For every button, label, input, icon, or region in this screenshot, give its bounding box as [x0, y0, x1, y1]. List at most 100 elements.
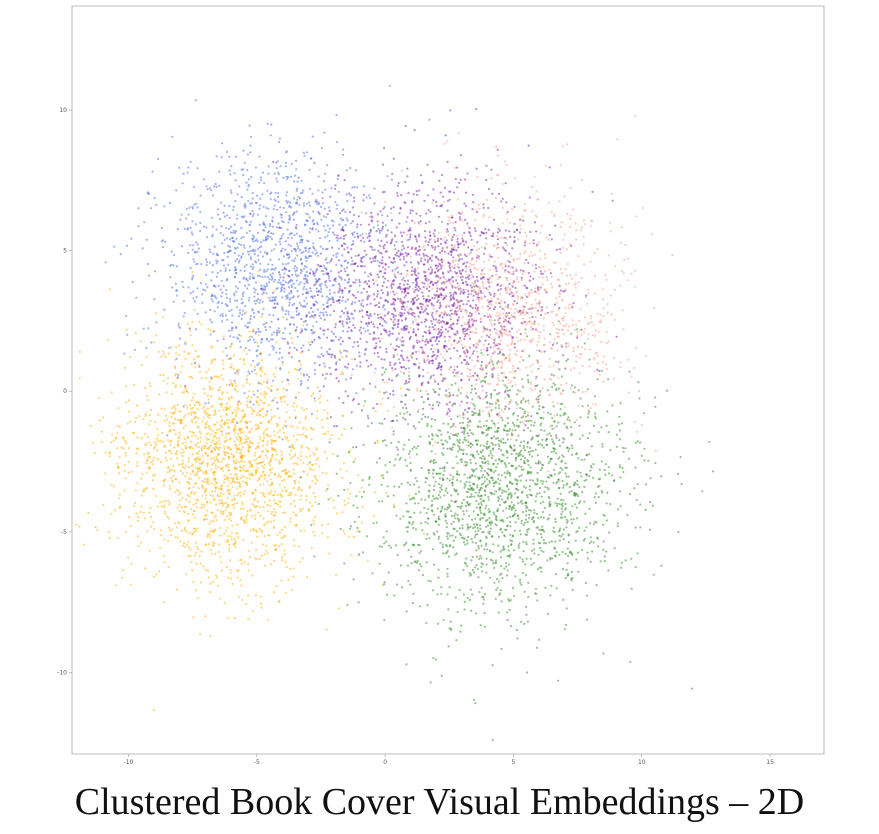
scatter-point — [394, 268, 397, 271]
scatter-point — [456, 415, 459, 418]
scatter-point — [440, 674, 443, 677]
scatter-point — [206, 236, 209, 239]
scatter-point — [357, 474, 360, 477]
scatter-point — [547, 476, 550, 479]
scatter-point — [249, 314, 252, 318]
scatter-point — [399, 251, 402, 254]
scatter-point — [563, 508, 567, 511]
scatter-point — [377, 228, 380, 231]
scatter-point — [462, 541, 465, 544]
scatter-point — [278, 137, 281, 140]
scatter-point — [166, 434, 169, 437]
scatter-point — [432, 513, 435, 516]
scatter-point — [240, 298, 243, 301]
scatter-point — [159, 501, 162, 504]
scatter-point — [107, 531, 110, 534]
scatter-point — [551, 385, 554, 389]
scatter-point — [258, 558, 261, 561]
scatter-point — [237, 447, 240, 450]
scatter-point — [262, 506, 265, 509]
scatter-point — [280, 397, 283, 400]
scatter-point — [451, 446, 454, 449]
scatter-point — [281, 438, 284, 441]
scatter-point — [247, 326, 250, 329]
scatter-point — [341, 373, 344, 376]
scatter-point — [485, 447, 488, 450]
scatter-point — [172, 300, 175, 303]
scatter-point — [194, 589, 198, 592]
scatter-point — [303, 529, 306, 532]
scatter-point — [320, 269, 323, 272]
scatter-point — [386, 470, 389, 474]
scatter-point — [89, 424, 92, 427]
scatter-point — [242, 291, 245, 294]
scatter-point — [409, 450, 412, 453]
scatter-point — [237, 569, 240, 572]
scatter-point — [595, 521, 598, 524]
scatter-point — [208, 438, 211, 441]
scatter-point — [364, 400, 367, 403]
scatter-point — [556, 413, 559, 416]
scatter-point — [298, 481, 301, 484]
scatter-point — [467, 504, 470, 507]
scatter-point — [181, 448, 184, 451]
scatter-point — [259, 197, 262, 200]
scatter-point — [235, 410, 239, 413]
scatter-point — [565, 359, 568, 362]
scatter-point — [499, 550, 502, 553]
scatter-point — [470, 493, 473, 496]
scatter-point — [334, 335, 337, 338]
scatter-point — [576, 483, 579, 486]
scatter-point — [414, 477, 417, 480]
scatter-point — [511, 429, 514, 432]
scatter-point — [194, 328, 198, 331]
scatter-point — [364, 330, 367, 333]
scatter-point — [128, 516, 131, 519]
scatter-point — [480, 469, 483, 472]
scatter-point — [234, 285, 238, 288]
scatter-point — [280, 579, 283, 582]
scatter-point — [462, 449, 465, 452]
scatter-point — [579, 471, 582, 474]
scatter-point — [242, 357, 245, 360]
scatter-point — [341, 355, 344, 358]
scatter-point — [525, 507, 528, 510]
scatter-point — [283, 511, 286, 514]
scatter-point — [543, 429, 546, 432]
scatter-point — [328, 261, 331, 264]
scatter-point — [173, 469, 176, 472]
scatter-point — [318, 337, 322, 340]
scatter-point — [520, 620, 523, 624]
scatter-point — [679, 455, 682, 459]
cluster-1-points — [299, 285, 715, 742]
scatter-point — [118, 493, 121, 496]
scatter-point — [477, 513, 480, 516]
scatter-point — [78, 350, 81, 353]
scatter-point — [217, 213, 220, 216]
scatter-point — [270, 238, 273, 241]
scatter-point — [229, 577, 232, 580]
scatter-point — [287, 439, 290, 442]
scatter-point — [297, 247, 300, 250]
scatter-point — [539, 546, 542, 550]
scatter-point — [508, 395, 511, 398]
scatter-point — [146, 399, 149, 402]
scatter-point — [147, 262, 150, 266]
scatter-point — [420, 550, 423, 553]
scatter-point — [270, 471, 273, 474]
scatter-point — [546, 559, 549, 562]
scatter-point — [264, 236, 267, 239]
scatter-point — [424, 476, 427, 480]
scatter-point — [282, 176, 285, 179]
scatter-point — [168, 487, 172, 490]
scatter-point — [292, 434, 295, 437]
scatter-point — [230, 452, 233, 455]
scatter-point — [194, 466, 198, 470]
scatter-point — [116, 536, 119, 539]
scatter-point — [195, 530, 198, 533]
scatter-point — [369, 231, 372, 234]
scatter-point — [213, 541, 216, 545]
scatter-point — [250, 441, 253, 444]
scatter-point — [318, 390, 321, 393]
scatter-point — [611, 474, 614, 477]
